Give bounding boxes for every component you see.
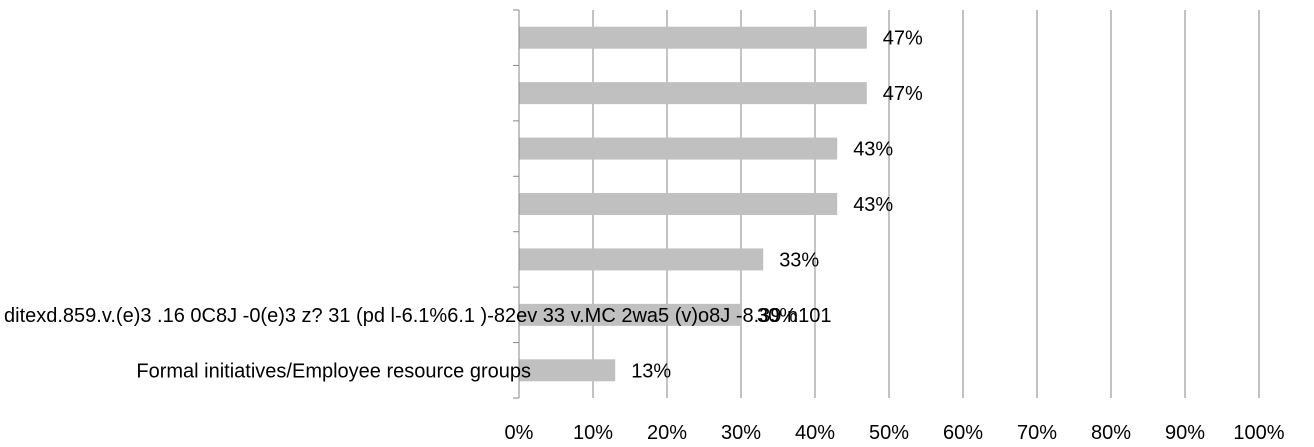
bar xyxy=(519,137,838,160)
data-label: 47% xyxy=(883,83,923,105)
data-label: 33% xyxy=(779,249,819,271)
category-label: ditexd.859.v.(e)3 .16 0C8J -0(e)3 z? 31 … xyxy=(4,305,831,327)
x-tick-label: 30% xyxy=(721,422,761,444)
data-label: 43% xyxy=(853,139,893,161)
bar xyxy=(519,82,867,105)
y-axis xyxy=(513,9,520,399)
data-labels: 47% 47% 43% 43% 33% 30% 13% xyxy=(631,28,923,383)
data-label: 30% xyxy=(757,305,797,327)
x-tick-label: 60% xyxy=(943,422,983,444)
bar xyxy=(519,26,867,49)
category-label: Formal initiatives/Employee resource gro… xyxy=(136,360,531,382)
x-tick-label: 90% xyxy=(1165,422,1205,444)
bar xyxy=(519,248,764,271)
grid-lines xyxy=(592,10,1260,398)
x-tick-label: 100% xyxy=(1233,422,1284,444)
x-tick-label: 80% xyxy=(1091,422,1131,444)
bar xyxy=(519,193,838,215)
data-label: 13% xyxy=(631,360,671,382)
bar xyxy=(519,359,616,382)
data-label: 43% xyxy=(853,194,893,216)
x-tick-label: 50% xyxy=(869,422,909,444)
x-tick-label: 0% xyxy=(505,422,534,444)
x-tick-label: 70% xyxy=(1017,422,1057,444)
x-tick-labels: 0% 10% 20% 30% 40% 50% 60% 70% 80% 90% 100% xyxy=(505,422,1285,444)
x-tick-label: 10% xyxy=(573,422,613,444)
category-labels: ditexd.859.v.(e)3 .16 0C8J -0(e)3 z? 31 … xyxy=(4,305,831,382)
bar xyxy=(519,303,741,326)
x-tick-label: 40% xyxy=(795,422,835,444)
x-tick-label: 20% xyxy=(647,422,687,444)
bar-series xyxy=(519,26,867,382)
data-label: 47% xyxy=(883,28,923,50)
